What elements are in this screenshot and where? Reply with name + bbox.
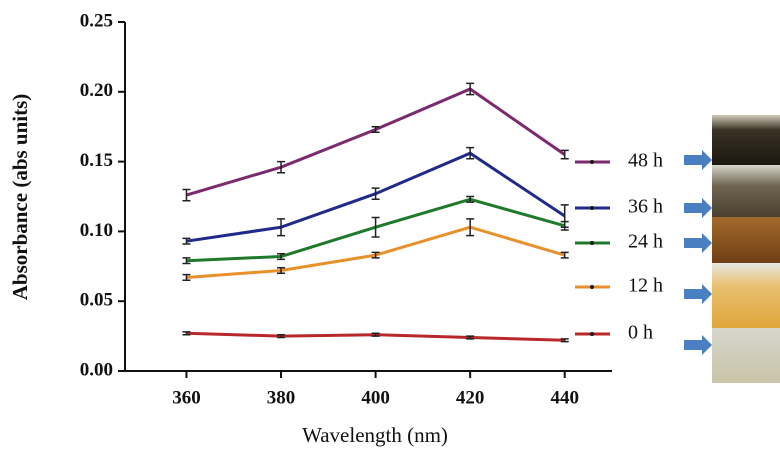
photo — [712, 217, 780, 263]
arrow — [684, 198, 712, 218]
photo — [712, 263, 780, 328]
x-tick-label: 400 — [361, 387, 390, 408]
legend-marker — [590, 285, 594, 289]
error-bar — [560, 149, 569, 160]
y-tick-label: 0.05 — [80, 290, 113, 311]
arrows — [684, 150, 712, 355]
arrow — [684, 284, 712, 304]
legend-marker — [590, 160, 594, 164]
x-tick-label: 440 — [550, 387, 579, 408]
error-bar — [371, 251, 380, 259]
error-bar — [466, 218, 475, 237]
error-bar — [182, 257, 191, 265]
error-bar — [182, 237, 191, 245]
y-tick-label: 0.00 — [80, 359, 113, 380]
arrow — [684, 335, 712, 355]
arrow — [684, 150, 712, 170]
error-bar — [371, 125, 380, 134]
legend-marker — [590, 206, 594, 210]
error-bar — [371, 216, 380, 238]
error-bar — [466, 195, 475, 203]
legend-label: 36 h — [628, 196, 663, 218]
y-tick-label: 0.15 — [80, 150, 113, 171]
error-bar — [277, 333, 286, 339]
error-bar — [182, 331, 191, 336]
x-tick-label: 420 — [456, 387, 485, 408]
y-tick-label: 0.20 — [80, 80, 113, 101]
y-tick-label: 0.10 — [80, 220, 113, 241]
error-bar — [466, 335, 475, 340]
photo — [712, 328, 780, 383]
x-axis-label: Wavelength (nm) — [302, 423, 448, 447]
error-bar — [277, 160, 286, 174]
y-tick-label: 0.25 — [80, 10, 113, 31]
legend-label: 24 h — [628, 231, 663, 253]
y-axis-label: Absorbance (abs units) — [8, 94, 32, 301]
photo — [712, 115, 780, 165]
error-bar — [182, 273, 191, 282]
legend-marker — [590, 241, 594, 245]
legend-label: 48 h — [628, 150, 663, 172]
error-bar — [277, 218, 286, 237]
error-bar — [277, 252, 286, 261]
photo — [712, 165, 780, 217]
arrow — [684, 233, 712, 253]
error-bar — [277, 266, 286, 275]
legend-label: 0 h — [628, 322, 653, 344]
error-bar — [560, 251, 569, 259]
error-bar — [466, 146, 475, 160]
x-tick-label: 380 — [267, 387, 296, 408]
error-bar — [371, 187, 380, 201]
legend-label: 12 h — [628, 275, 663, 297]
error-bar — [560, 220, 569, 231]
legend-marker — [590, 332, 594, 336]
error-bar — [182, 188, 191, 202]
x-tick-label: 360 — [172, 387, 201, 408]
photos — [712, 115, 780, 383]
error-bar — [466, 82, 475, 96]
error-bar — [371, 332, 380, 337]
error-bar — [560, 338, 569, 343]
